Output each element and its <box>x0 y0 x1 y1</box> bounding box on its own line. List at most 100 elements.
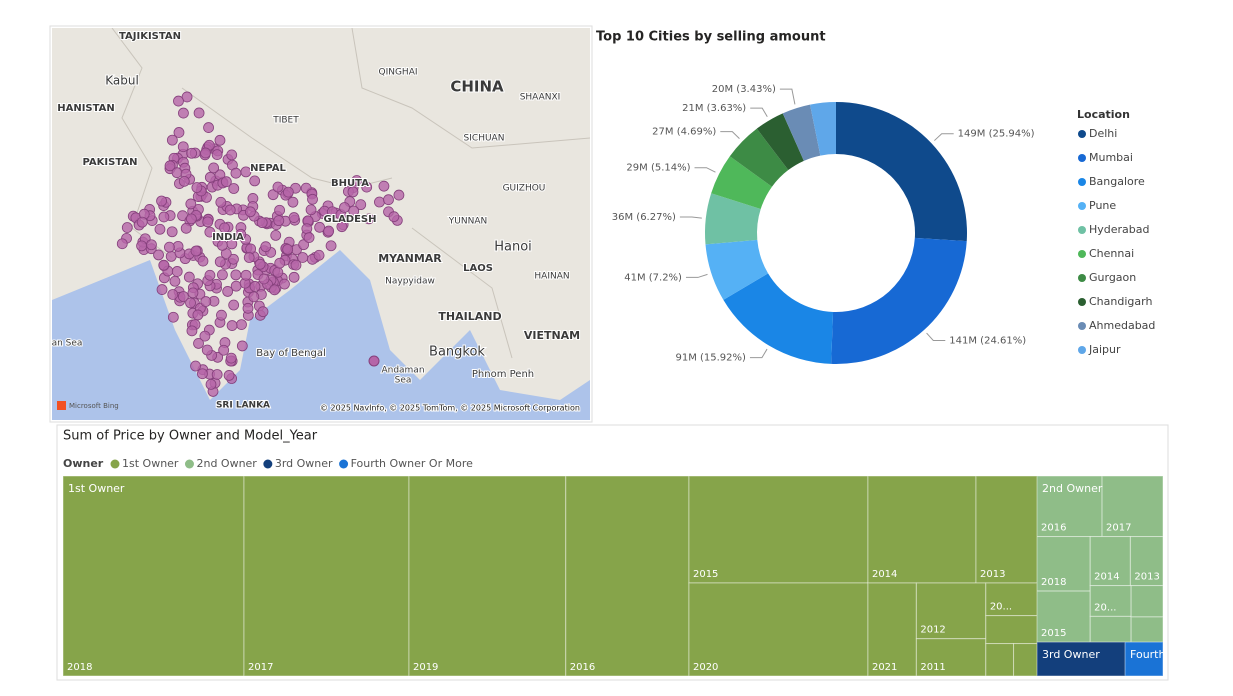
legend-marker <box>1078 178 1086 186</box>
map-point <box>200 296 212 307</box>
map-point <box>218 344 230 356</box>
legend-label: Mumbai <box>1089 151 1133 164</box>
map-point <box>307 193 318 205</box>
map-label: SHAANXI <box>520 93 561 103</box>
data-label: 21M (3.63%) <box>682 103 746 114</box>
map-point <box>288 271 300 283</box>
map-point <box>197 368 208 380</box>
map-point <box>347 186 359 198</box>
map-point <box>187 287 199 299</box>
map-point <box>214 134 226 146</box>
map-point <box>177 141 189 153</box>
legend-label: Hyderabad <box>1089 223 1150 236</box>
donut-slice <box>831 237 967 364</box>
map-point <box>240 269 252 281</box>
map-label: Naypyidaw <box>385 277 435 287</box>
map-label: Sea <box>395 376 412 386</box>
legend-title: Location <box>1077 108 1130 121</box>
legend-label: Gurgaon <box>1089 271 1136 284</box>
tile-label: 20... <box>990 602 1012 613</box>
map-point <box>183 271 195 283</box>
map-label: THAILAND <box>438 310 501 323</box>
tile-label: 2018 <box>67 662 92 673</box>
map-point <box>178 175 190 187</box>
map-point <box>166 134 178 146</box>
map-label: NEPAL <box>250 163 286 174</box>
group-label: 3rd Owner <box>1042 648 1100 661</box>
treemap-tile <box>1037 642 1126 676</box>
map-point <box>388 211 400 223</box>
treemap-tile <box>565 476 690 676</box>
map-point <box>180 222 192 234</box>
leader-line <box>679 216 702 219</box>
map-label: QINGHAI <box>378 68 417 78</box>
map-point <box>164 160 176 172</box>
legend-marker <box>1078 154 1086 162</box>
map-point <box>301 223 313 235</box>
attribution: © 2025 NavInfo, © 2025 TomTom, © 2025 Mi… <box>320 404 580 413</box>
map-point <box>339 202 350 213</box>
leader-line <box>934 133 954 141</box>
map-label: Hanoi <box>494 240 532 255</box>
map-point <box>274 257 286 269</box>
treemap-tile <box>1089 536 1131 587</box>
map-label: TAJIKISTAN <box>119 31 181 42</box>
map-point <box>167 289 179 300</box>
bing-label: Microsoft Bing <box>69 402 119 410</box>
tile-label: 2017 <box>1106 523 1131 534</box>
legend-marker <box>1078 226 1086 234</box>
map-point <box>146 239 157 251</box>
map-point <box>201 344 213 356</box>
map-point <box>254 258 266 270</box>
treemap-tile <box>975 476 1038 584</box>
map-point <box>363 213 375 225</box>
legend-marker <box>1078 274 1086 282</box>
map-point <box>323 225 335 237</box>
map-point <box>216 240 228 251</box>
legend-label: Fourth Owner Or More <box>351 457 474 470</box>
map-point <box>288 212 300 223</box>
treemap-tile <box>1101 476 1164 538</box>
map-point <box>235 228 247 240</box>
legend-label: Chennai <box>1089 247 1134 260</box>
map-label: GUIZHOU <box>503 184 546 194</box>
data-label: 29M (5.14%) <box>626 163 690 174</box>
map-point <box>270 229 282 241</box>
map-label: PAKISTAN <box>83 157 138 168</box>
map-point <box>279 278 290 290</box>
map-point <box>173 127 185 138</box>
map-point <box>154 223 166 235</box>
map-point <box>167 311 179 323</box>
legend-label: Delhi <box>1089 127 1117 140</box>
map-point <box>290 259 302 271</box>
map-label: VIETNAM <box>524 329 580 342</box>
map-point <box>230 167 242 179</box>
map-point <box>192 309 204 321</box>
map-point <box>220 176 232 188</box>
map-point <box>215 196 227 208</box>
map-point <box>186 147 198 159</box>
tile-label: 2014 <box>1094 572 1119 583</box>
map-point <box>226 149 238 161</box>
tile-label: 2019 <box>413 662 438 673</box>
group-label: 1st Owner <box>68 482 125 495</box>
tile-label: 2013 <box>1134 572 1159 583</box>
map-label: Kabul <box>105 74 139 88</box>
treemap-group: 2018 2017 2019 2016 2015 2020 2014 2013 2021 2012… <box>63 476 1038 676</box>
map-label: SRI LANKA <box>216 401 270 411</box>
data-label: 41M (7.2%) <box>624 272 682 283</box>
map-point <box>368 355 380 367</box>
map-point <box>136 240 147 252</box>
group-label: Fourth Owner Or More <box>1130 648 1233 661</box>
tile-label: 2012 <box>920 625 945 636</box>
legend-label: Bangalore <box>1089 175 1145 188</box>
map-label: an Sea <box>52 339 83 349</box>
tile-label: 2018 <box>1041 577 1066 588</box>
map-point <box>244 206 256 218</box>
map-point <box>181 91 193 103</box>
treemap-tile <box>1130 585 1164 618</box>
map-point <box>361 181 373 193</box>
map-point <box>186 325 198 337</box>
map: TAJIKISTAN Kabul HANISTAN PAKISTAN TIBET QING… <box>52 28 590 420</box>
data-label: 141M (24.61%) <box>949 336 1026 347</box>
